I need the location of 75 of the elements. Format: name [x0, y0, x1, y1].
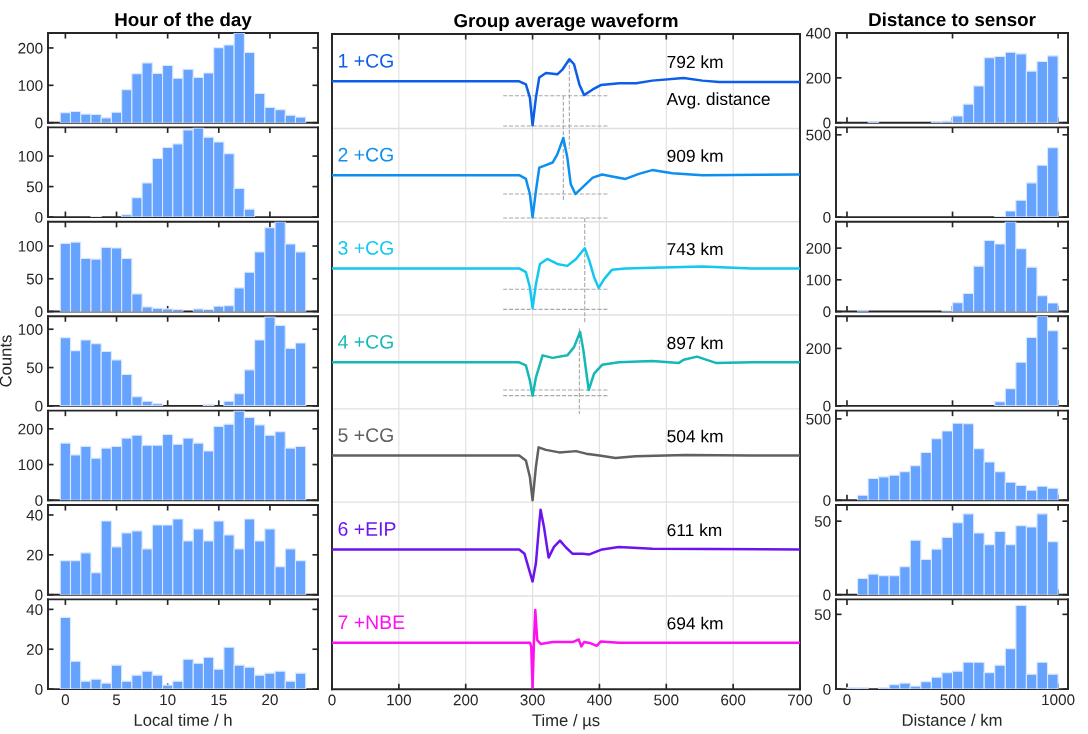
- y-tick-label: 0: [35, 400, 43, 412]
- x-axis-title: Time / µs: [532, 713, 600, 730]
- x-tick-label: 10: [160, 694, 176, 706]
- x-tick-label: 5: [112, 694, 121, 706]
- y-tick-label: 0: [823, 495, 831, 506]
- y-tick-label: 400: [806, 27, 831, 39]
- y-tick-label: 200: [806, 343, 831, 355]
- x-tick-label: 0: [328, 694, 336, 706]
- y-tick-label: 100: [18, 324, 43, 335]
- series-label: 5 +CG: [338, 428, 393, 442]
- y-tick-label: 0: [823, 683, 831, 695]
- y-tick-label: 0: [823, 211, 831, 223]
- y-tick-label: 100: [18, 459, 43, 471]
- series-label: 4 +CG: [338, 334, 393, 349]
- x-tick-label: 300: [520, 694, 545, 706]
- y-tick-label: 0: [823, 400, 831, 412]
- y-tick-label: 0: [35, 117, 43, 129]
- y-axis-title: Counts: [0, 335, 12, 387]
- annotation: 694 km: [667, 616, 723, 630]
- y-tick-label: 0: [823, 589, 831, 601]
- y-tick-label: 50: [26, 273, 43, 285]
- y-tick-label: 20: [26, 644, 43, 655]
- series-label: 1 +CG: [339, 53, 393, 68]
- annotation: 792 km: [667, 55, 723, 69]
- y-tick-label: 50: [814, 516, 831, 527]
- y-tick-label: 500: [806, 129, 831, 141]
- series-label: 2 +CG: [338, 147, 393, 162]
- annotation: 909 km: [667, 149, 723, 162]
- x-tick-label: 20: [262, 694, 278, 706]
- x-axis-title: Distance / km: [902, 713, 1002, 726]
- y-tick-label: 20: [26, 549, 43, 561]
- x-tick-label: 100: [387, 694, 412, 706]
- y-tick-label: 50: [814, 609, 831, 621]
- y-tick-label: 200: [18, 423, 43, 435]
- x-tick-label: 15: [211, 694, 227, 706]
- y-tick-label: 0: [35, 211, 43, 223]
- x-tick-label: 200: [453, 694, 478, 706]
- annotation: 897 km: [667, 336, 723, 350]
- x-tick-label: 400: [587, 694, 612, 706]
- annotation: 504 km: [667, 429, 723, 443]
- y-tick-label: 500: [806, 413, 831, 425]
- chart-title: Group average waveform: [454, 13, 678, 32]
- x-tick-label: 600: [721, 694, 746, 706]
- y-tick-label: 0: [35, 306, 43, 318]
- y-tick-label: 40: [26, 509, 43, 521]
- x-axis-title: Local time / h: [134, 713, 232, 726]
- chart-title: Distance to sensor: [869, 12, 1036, 27]
- y-tick-label: 100: [18, 240, 43, 252]
- y-tick-label: 200: [806, 242, 831, 254]
- annotation: Avg. distance: [666, 92, 770, 109]
- y-tick-label: 50: [26, 362, 43, 374]
- x-tick-label: 700: [788, 694, 813, 706]
- y-tick-label: 0: [823, 117, 831, 129]
- series-label: 7 +NBE: [338, 615, 405, 629]
- series-label: 3 +CG: [338, 241, 393, 255]
- y-tick-label: 0: [823, 306, 831, 318]
- x-tick-label: 500: [940, 694, 965, 706]
- y-tick-label: 100: [806, 274, 831, 286]
- annotation: 743 km: [667, 242, 723, 256]
- y-tick-label: 200: [18, 42, 43, 54]
- y-tick-label: 100: [18, 80, 43, 92]
- y-tick-label: 40: [26, 604, 43, 616]
- y-tick-label: 200: [806, 72, 831, 84]
- annotation: 611 km: [667, 523, 722, 537]
- x-tick-label: 500: [654, 694, 679, 706]
- y-tick-label: 0: [35, 495, 43, 506]
- x-tick-label: 0: [61, 694, 70, 706]
- x-tick-label: 0: [843, 694, 851, 706]
- y-tick-label: 0: [35, 683, 43, 695]
- chart-title: Hour of the day: [115, 12, 252, 30]
- y-tick-label: 100: [18, 150, 43, 162]
- x-tick-label: 1000: [1042, 694, 1075, 706]
- y-tick-label: 0: [35, 589, 43, 601]
- y-tick-label: 50: [26, 181, 43, 193]
- series-label: 6 +EIP: [338, 522, 396, 536]
